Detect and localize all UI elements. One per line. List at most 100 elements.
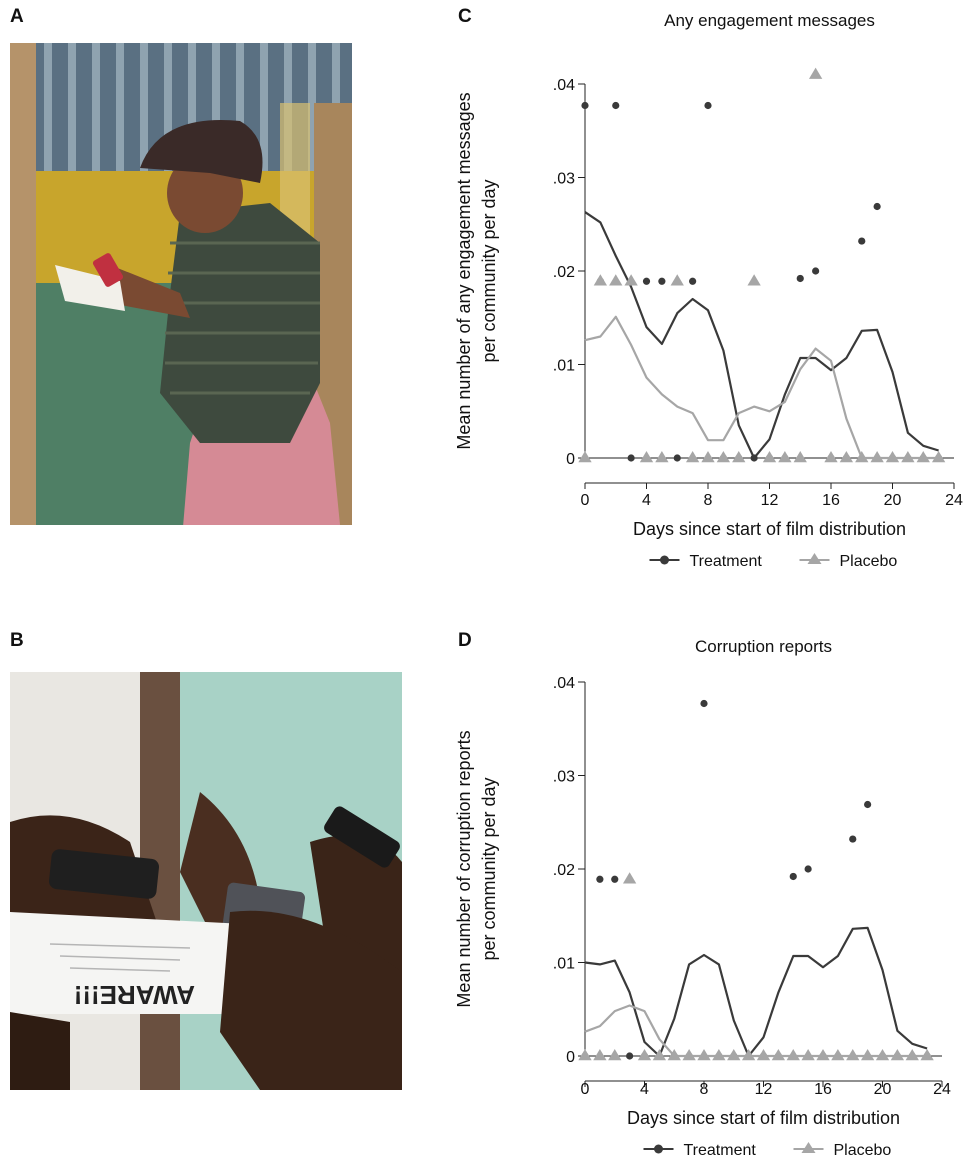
point-treatment: [812, 267, 820, 275]
point-treatment: [627, 454, 635, 462]
point-placebo: [578, 1049, 592, 1061]
panel-label-b: B: [10, 630, 24, 651]
y-tick-label: .02: [553, 862, 575, 879]
point-placebo: [655, 451, 669, 463]
point-treatment: [700, 699, 708, 708]
legend-label-placebo: Placebo: [834, 1142, 892, 1159]
point-treatment: [804, 865, 812, 873]
x-tick-label: 4: [642, 492, 651, 509]
y-tick-label: .01: [553, 358, 575, 375]
x-tick-label: 12: [755, 1081, 773, 1098]
point-placebo: [741, 1049, 756, 1061]
point-placebo: [885, 451, 900, 463]
point-placebo: [870, 451, 884, 463]
point-treatment: [849, 835, 857, 843]
panel-label-c: C: [458, 6, 472, 27]
point-placebo: [793, 451, 807, 463]
point-placebo: [727, 1049, 741, 1061]
series-line-treatment: [584, 926, 928, 1058]
y-axis-label: per community per day: [479, 179, 499, 362]
point-placebo: [608, 1049, 622, 1061]
point-treatment: [642, 277, 651, 285]
point-treatment: [612, 101, 620, 110]
chart-d: Corruption reports 0 .01 .02 .03 .04 0 4 8 12 16 20…: [454, 637, 951, 1159]
y-tick-label: .04: [553, 77, 575, 94]
point-placebo: [846, 1049, 860, 1061]
point-treatment: [796, 274, 804, 283]
point-placebo: [839, 451, 854, 463]
y-axis-label: Mean number of corruption reports: [454, 730, 474, 1007]
x-axis-label: Days since start of film distribution: [627, 1108, 900, 1128]
point-placebo: [890, 1049, 905, 1061]
point-placebo: [808, 67, 823, 79]
point-placebo: [624, 274, 638, 286]
x-tick-label: 20: [884, 492, 902, 509]
point-placebo: [756, 1049, 771, 1061]
point-placebo: [816, 1049, 830, 1061]
x-tick-label: 24: [933, 1081, 951, 1098]
point-placebo: [622, 872, 637, 884]
point-treatment: [864, 800, 872, 809]
point-placebo: [670, 274, 684, 286]
point-treatment: [750, 454, 758, 462]
x-tick-label: 4: [640, 1081, 649, 1098]
point-treatment: [689, 277, 697, 285]
point-placebo: [609, 274, 623, 286]
point-placebo: [786, 1049, 800, 1061]
point-placebo: [747, 274, 761, 286]
point-treatment: [658, 277, 666, 285]
y-tick-label: 0: [566, 1049, 575, 1066]
flyer-text: AWARE!!!: [74, 980, 195, 1010]
point-placebo: [905, 1049, 919, 1061]
point-placebo: [667, 1049, 681, 1061]
point-treatment: [626, 1052, 634, 1060]
point-placebo: [639, 451, 654, 463]
legend-marker-circle: [654, 1144, 663, 1154]
point-placebo: [778, 451, 792, 463]
point-treatment: [704, 101, 712, 110]
y-tick-label: 0: [566, 451, 575, 468]
y-axis-label: per community per day: [479, 777, 499, 960]
x-tick-label: 20: [874, 1081, 892, 1098]
panel-label-a: A: [10, 6, 24, 27]
panel-label-d: D: [458, 630, 472, 651]
point-placebo: [901, 451, 915, 463]
x-tick-label: 8: [704, 492, 713, 509]
y-tick-label: .03: [553, 769, 575, 786]
x-tick-label: 0: [581, 1081, 590, 1098]
y-tick-label: .03: [553, 171, 575, 188]
x-tick-label: 16: [822, 492, 840, 509]
point-placebo: [875, 1049, 890, 1061]
y-axis-label: Mean number of any engagement messages: [454, 92, 474, 449]
point-placebo: [578, 451, 592, 463]
legend-marker-triangle: [807, 553, 822, 564]
point-placebo: [701, 451, 715, 463]
point-placebo: [824, 451, 838, 463]
point-treatment: [581, 101, 589, 110]
point-placebo: [637, 1049, 652, 1061]
point-placebo: [771, 1049, 786, 1061]
point-placebo: [931, 451, 946, 463]
legend-label-placebo: Placebo: [840, 553, 898, 570]
y-tick-label: .04: [553, 675, 575, 692]
photo-woman-reading-flyer: [10, 43, 352, 525]
point-placebo: [712, 1049, 726, 1061]
x-tick-label: 12: [761, 492, 779, 509]
y-tick-label: .02: [553, 264, 575, 281]
x-axis-label: Days since start of film distribution: [633, 519, 906, 539]
point-treatment: [673, 454, 681, 462]
legend-label-treatment: Treatment: [684, 1142, 757, 1159]
point-placebo: [716, 451, 731, 463]
point-placebo: [762, 451, 777, 463]
point-treatment: [873, 202, 881, 211]
legend-marker-circle: [660, 555, 669, 565]
point-placebo: [860, 1049, 875, 1061]
point-placebo: [831, 1049, 845, 1061]
photo-hands-phones-flyer: AWARE!!!: [10, 672, 402, 1090]
point-placebo: [732, 451, 746, 463]
point-placebo: [916, 451, 930, 463]
point-treatment: [596, 875, 604, 883]
series-line-treatment: [584, 211, 939, 460]
legend-label-treatment: Treatment: [690, 553, 763, 570]
point-placebo: [593, 1049, 607, 1061]
